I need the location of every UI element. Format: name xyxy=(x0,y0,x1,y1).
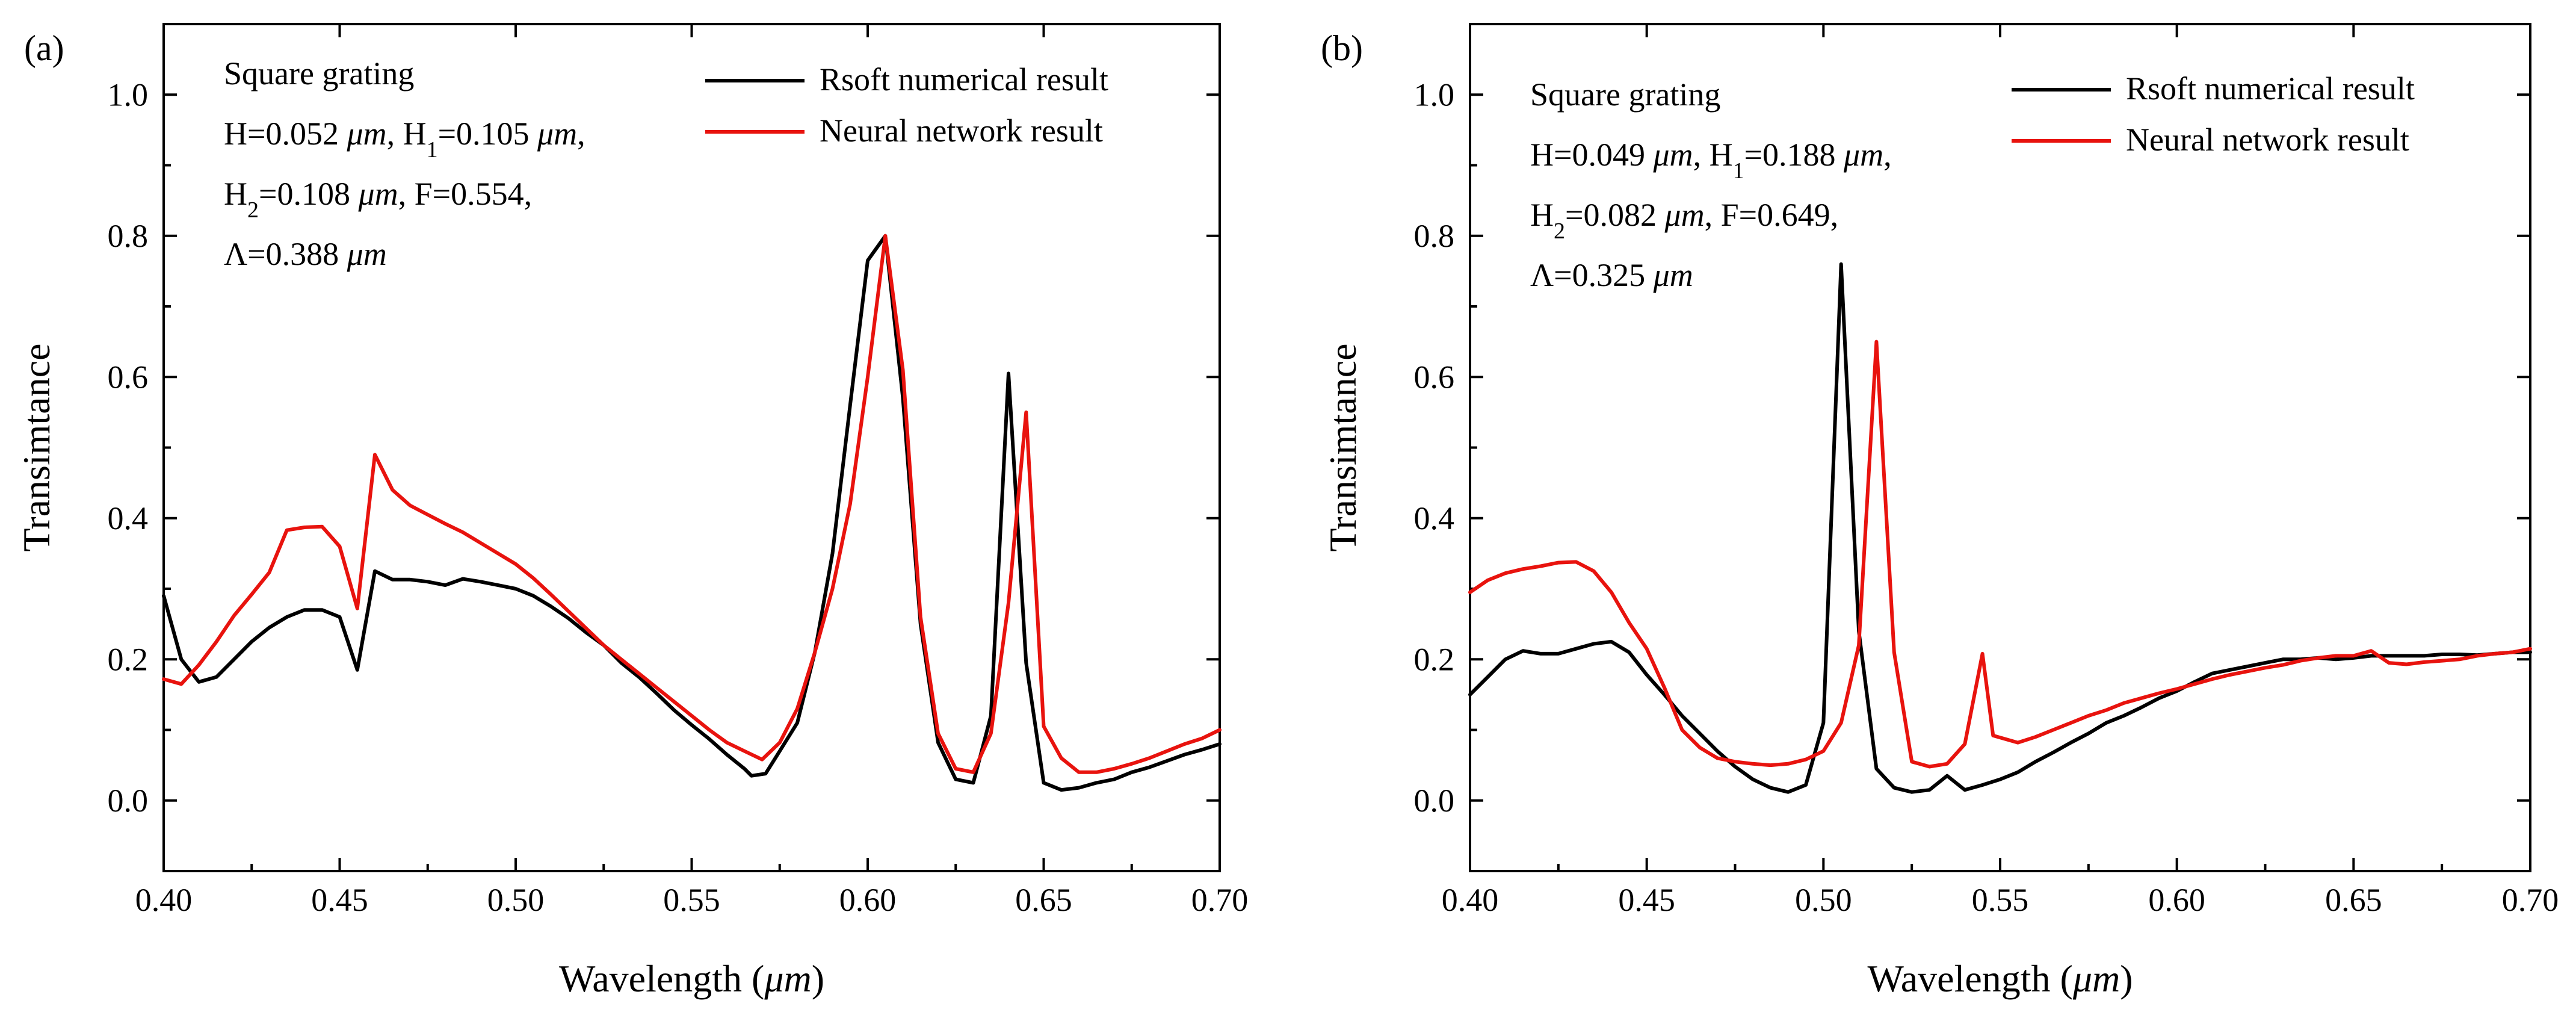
y-tick-label: 0.6 xyxy=(108,359,149,395)
legend: Rsoft numerical result Neural network res… xyxy=(2012,70,2415,158)
panel-label: (b) xyxy=(1321,28,1363,68)
anno-unit: μm xyxy=(537,116,577,152)
anno-text: , H xyxy=(1693,137,1733,173)
annotation-title: Square grating xyxy=(224,55,414,92)
anno-unit: μm xyxy=(346,116,386,152)
anno-text: =0.082 xyxy=(1565,197,1664,233)
x-axis-paren-open: ( xyxy=(742,957,764,1000)
series-line-neural-network xyxy=(1468,340,2532,769)
y-tick-label: 0.2 xyxy=(108,641,149,677)
x-axis-paren-close: ) xyxy=(812,957,824,1000)
x-tick-label: 0.50 xyxy=(487,882,545,918)
anno-unit: μm xyxy=(1653,257,1693,293)
y-tick-label: 0.4 xyxy=(108,500,149,536)
anno-text: , F=0.554, xyxy=(398,176,533,212)
annotation-line-2: H2=0.082 μm, F=0.649, xyxy=(1530,197,1838,244)
anno-text: H xyxy=(1530,197,1554,233)
y-tick-label: 0.0 xyxy=(108,783,149,819)
legend: Rsoft numerical result Neural network res… xyxy=(705,61,1108,149)
anno-unit: μm xyxy=(1652,137,1693,173)
anno-text: , xyxy=(577,116,585,152)
legend-entry: Neural network result xyxy=(2126,122,2409,158)
series-line-rsoft xyxy=(162,234,1222,792)
y-tick-label: 1.0 xyxy=(108,76,149,113)
anno-text: =0.105 xyxy=(438,116,537,152)
series-line-rsoft xyxy=(1468,262,2532,794)
anno-unit: μm xyxy=(1664,197,1704,233)
anno-text: H=0.049 xyxy=(1530,137,1653,173)
chart-panel-a: (a) 0.40 0.45 0.50 0.55 0.60 0.65 0.70 0.0 0.2 0.4… xyxy=(15,23,1249,1000)
x-tick-label: 0.40 xyxy=(135,882,193,918)
chart-panel-b: (b) 0.40 0.45 0.50 0.55 0.60 0.65 0.70 0.0 0.2 0.4… xyxy=(1321,23,2559,1000)
x-axis-paren-open: ( xyxy=(2051,957,2073,1000)
x-axis-title: Wavelength (μm) xyxy=(1867,957,2133,1000)
legend-entry: Neural network result xyxy=(820,113,1103,149)
anno-text: , F=0.649, xyxy=(1705,197,1839,233)
anno-unit: μm xyxy=(347,236,387,272)
anno-text: H=0.052 xyxy=(224,116,347,152)
anno-text: =0.188 xyxy=(1744,137,1844,173)
annotation-line-3: Λ=0.388 μm xyxy=(224,236,387,272)
legend-entry: Rsoft numerical result xyxy=(2126,70,2415,107)
anno-subscript: 1 xyxy=(427,137,438,163)
x-tick-label: 0.55 xyxy=(663,882,720,918)
y-tick-label: 0.2 xyxy=(1414,641,1455,677)
y-tick-label: 0.6 xyxy=(1414,359,1455,395)
anno-text: H xyxy=(224,176,247,212)
y-tick-label: 0.4 xyxy=(1414,500,1455,536)
anno-unit: μm xyxy=(1843,137,1883,173)
x-tick-label: 0.65 xyxy=(1015,882,1072,918)
annotation-line-1: H=0.049 μm, H1=0.188 μm, xyxy=(1530,137,1892,184)
x-tick-label: 0.60 xyxy=(839,882,897,918)
anno-subscript: 1 xyxy=(1733,158,1744,184)
x-tick-label: 0.70 xyxy=(1191,882,1249,918)
anno-text: =0.108 xyxy=(259,176,358,212)
y-tick-label: 0.8 xyxy=(108,218,149,254)
x-axis-label-text: Wavelength xyxy=(559,957,742,1000)
x-axis-title: Wavelength (μm) xyxy=(559,957,824,1000)
x-axis-paren-close: ) xyxy=(2120,957,2133,1000)
panel-label: (a) xyxy=(24,28,64,68)
x-tick-label: 0.65 xyxy=(2325,882,2382,918)
legend-entry: Rsoft numerical result xyxy=(820,61,1108,98)
x-tick-label: 0.50 xyxy=(1795,882,1852,918)
anno-text: Λ=0.325 xyxy=(1530,257,1654,293)
annotation-line-2: H2=0.108 μm, F=0.554, xyxy=(224,176,532,223)
x-axis-unit: μm xyxy=(2072,957,2120,1000)
y-axis-title: Transimtance xyxy=(1321,343,1364,551)
anno-text: , xyxy=(1883,137,1892,173)
anno-subscript: 2 xyxy=(1554,219,1565,244)
anno-unit: μm xyxy=(357,176,398,212)
anno-subscript: 2 xyxy=(247,197,259,223)
anno-text: Λ=0.388 xyxy=(224,236,347,272)
x-axis-label-text: Wavelength xyxy=(1867,957,2050,1000)
x-tick-label: 0.45 xyxy=(1618,882,1675,918)
annotation-title: Square grating xyxy=(1530,76,1720,113)
y-tick-label: 0.8 xyxy=(1414,218,1455,254)
x-tick-label: 0.60 xyxy=(2148,882,2205,918)
y-tick-label: 0.0 xyxy=(1414,783,1455,819)
annotation-line-1: H=0.052 μm, H1=0.105 μm, xyxy=(224,116,585,163)
x-tick-label: 0.40 xyxy=(1442,882,1499,918)
annotation-line-3: Λ=0.325 μm xyxy=(1530,257,1693,293)
anno-text: , H xyxy=(387,116,427,152)
y-tick-label: 1.0 xyxy=(1414,76,1455,113)
y-axis-title: Transimtance xyxy=(15,343,58,551)
x-tick-label: 0.55 xyxy=(1972,882,2029,918)
series-line-neural-network xyxy=(162,234,1222,774)
x-tick-label: 0.70 xyxy=(2502,882,2559,918)
x-tick-label: 0.45 xyxy=(311,882,368,918)
x-axis-unit: μm xyxy=(764,957,811,1000)
